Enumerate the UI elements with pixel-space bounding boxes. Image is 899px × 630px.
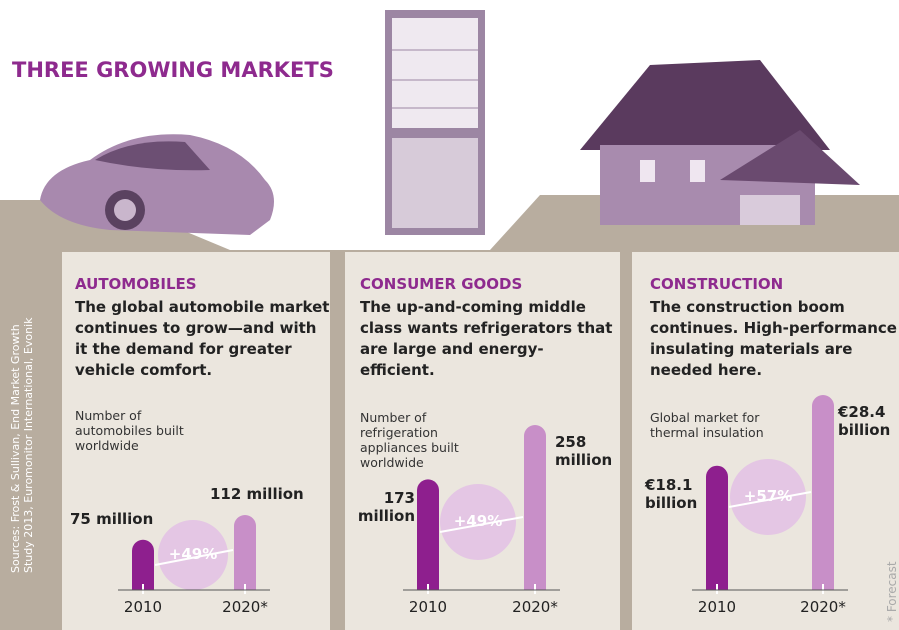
bar: [812, 395, 834, 590]
value-label: €18.1 billion: [645, 476, 710, 512]
chart-title: Global market for thermal insulation: [650, 410, 800, 440]
bar: [524, 425, 546, 590]
x-tick-label: 2020*: [788, 598, 858, 616]
growth-label: +49%: [158, 545, 228, 563]
section-title: CONSTRUCTION: [650, 275, 783, 293]
x-tick-label: 2010: [682, 598, 752, 616]
x-tick-label: 2010: [108, 598, 178, 616]
chart-title: Number of automobiles built worldwide: [75, 408, 215, 453]
section-title: AUTOMOBILES: [75, 275, 197, 293]
car-image: [40, 134, 274, 235]
growth-label: +57%: [733, 487, 803, 505]
value-label: €28.4 billion: [838, 403, 898, 439]
infographic: THREE GROWING MARKETS Sources: Frost & S…: [0, 0, 899, 630]
value-label: 112 million: [210, 485, 320, 503]
headline: The up-and-coming middle class wants ref…: [360, 297, 615, 381]
chart-title: Number of refrigeration appliances built…: [360, 410, 500, 470]
fridge-image: [385, 10, 485, 235]
value-label: 173 million: [345, 489, 415, 525]
sources: Sources: Frost & Sullivan, End Market Gr…: [9, 293, 35, 573]
headline: The construction boom continues. High-pe…: [650, 297, 899, 381]
value-label: 75 million: [70, 510, 165, 528]
x-tick-label: 2010: [393, 598, 463, 616]
x-tick-label: 2020*: [500, 598, 570, 616]
x-tick-label: 2020*: [210, 598, 280, 616]
bar: [132, 540, 154, 590]
bar: [417, 479, 439, 590]
footnote: * Forecast: [885, 522, 899, 622]
headline: The global automobile market continues t…: [75, 297, 330, 381]
bar: [234, 515, 256, 590]
value-label: 258 million: [555, 433, 625, 469]
main-title: THREE GROWING MARKETS: [12, 58, 334, 82]
section-title: CONSUMER GOODS: [360, 275, 522, 293]
growth-label: +49%: [443, 512, 513, 530]
